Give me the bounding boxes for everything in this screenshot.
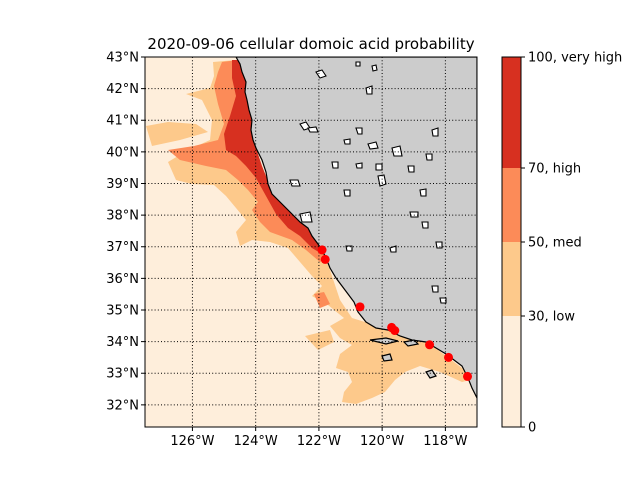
colorbar-segment (502, 57, 521, 168)
lat-tick-label: 36°N (106, 272, 139, 287)
colorbar-tick-label: 70, high (528, 162, 581, 177)
lat-tick-label: 32°N (106, 398, 139, 413)
lat-tick-label: 33°N (106, 367, 139, 382)
inland-lakes (289, 61, 447, 304)
map-area (145, 57, 477, 427)
colorbar-tick-label: 0 (528, 421, 536, 436)
lat-tick-label: 39°N (106, 177, 139, 192)
colorbar-tick-label: 100, very high (528, 51, 622, 66)
lat-tick-label: 35°N (106, 303, 139, 318)
station-markers (317, 245, 473, 381)
station-marker (444, 352, 454, 362)
colorbar-segment (502, 168, 521, 242)
lat-tick-label: 41°N (106, 114, 139, 129)
lat-tick-label: 43°N (106, 51, 139, 66)
probability-colorbar: 0 30, low 50, med 70, high 100, very high (501, 51, 622, 436)
latitude-ticks: 32°N 33°N 34°N 35°N 36°N 37°N 38°N 39°N 40°N 41°N… (106, 51, 145, 413)
longitude-ticks: 126°W 124°W 122°W 120°W 118°W (170, 427, 468, 449)
lat-tick-label: 37°N (106, 240, 139, 255)
station-marker (320, 254, 330, 264)
station-marker (463, 371, 473, 381)
map-frame (144, 56, 478, 428)
map-gridlines (145, 57, 477, 427)
lat-tick-label: 40°N (106, 145, 139, 160)
colorbar-segment (502, 316, 521, 427)
station-marker (425, 340, 435, 350)
lat-tick-label: 34°N (106, 335, 139, 350)
lon-tick-label: 120°W (360, 434, 404, 449)
lon-tick-label: 126°W (170, 434, 214, 449)
lon-tick-label: 118°W (423, 434, 467, 449)
lon-tick-label: 122°W (297, 434, 341, 449)
probability-band-med-south (314, 292, 330, 308)
lat-tick-label: 38°N (106, 209, 139, 224)
colorbar-segment (502, 242, 521, 316)
colorbar-tick-label: 30, low (528, 310, 575, 325)
station-marker (355, 302, 365, 312)
probability-band-low-south (305, 330, 334, 350)
map-title: 2020-09-06 cellular domoic acid probabil… (147, 35, 474, 53)
lon-tick-label: 124°W (234, 434, 278, 449)
colorbar-tick-label: 50, med (528, 236, 582, 251)
station-marker (390, 326, 400, 336)
lat-tick-label: 42°N (106, 82, 139, 97)
station-marker (317, 245, 327, 255)
